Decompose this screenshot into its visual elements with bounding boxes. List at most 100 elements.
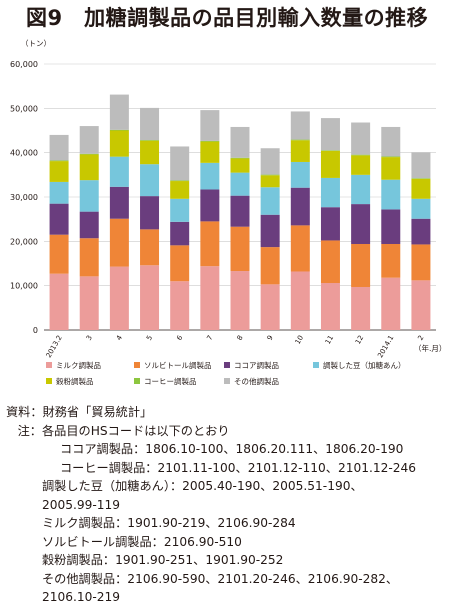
bar-segment (381, 277, 401, 330)
bar-segment (230, 126, 250, 158)
bar-segment (381, 126, 401, 157)
bar-segment (49, 181, 69, 204)
bar-segment (260, 284, 280, 330)
bar-segment (79, 153, 99, 155)
bar-segment (140, 164, 160, 197)
bar-segment (320, 150, 340, 178)
bar-segment (170, 198, 190, 222)
stacked-bar-chart: （トン） 0 10,000 20,000 30,000 40,000 50,000 60,00… (10, 39, 446, 386)
chart-title: 図9 加糖調製品の品目別輸入数量の推移 (26, 6, 429, 30)
x-tick-label: 2014.1 (376, 334, 395, 359)
source-row: 資料：財務省「貿易統計」 (6, 403, 446, 422)
bar-segment (49, 161, 69, 182)
note-line: その他調製品：2106.90-590、2101.20-246、2106.90-2… (42, 571, 399, 586)
bar-segment (351, 154, 371, 156)
bar-segment (170, 245, 190, 282)
bar-segment (381, 157, 401, 180)
legend-swatch (313, 362, 319, 368)
y-tick-label: 20,000 (10, 237, 38, 246)
bar-segment (351, 204, 371, 244)
x-tick-label: 7 (205, 334, 214, 342)
bar-segment (411, 198, 431, 219)
bar-segment (320, 240, 340, 284)
bar-segment (351, 122, 371, 155)
bar-segment (200, 221, 220, 267)
bar-segment (290, 140, 310, 162)
bar-segment (200, 189, 220, 222)
x-tick-label: 3 (85, 334, 94, 342)
bar-segment (140, 229, 160, 266)
x-tick-label: 4 (115, 334, 124, 342)
x-tick-label: 8 (236, 334, 245, 342)
bar-segment (200, 141, 220, 163)
legend-swatch (134, 362, 140, 368)
bar-segment (260, 214, 280, 248)
source-text: 財務省「貿易統計」 (42, 405, 153, 419)
bar-segment (49, 134, 69, 161)
bar-segment (351, 174, 371, 205)
y-tick-label: 40,000 (10, 149, 38, 158)
bar-segment (260, 175, 280, 188)
note-line: ソルビトール調製品：2106.90-510 (42, 534, 242, 549)
bar-segment (79, 238, 99, 277)
bar-segment (411, 178, 431, 199)
bar-segment (79, 154, 99, 181)
bar-segment (230, 158, 250, 173)
legend-label: 調製した豆（加糖あん） (323, 360, 406, 370)
bar-segment (109, 266, 129, 330)
y-tick-label: 10,000 (10, 282, 38, 291)
bar-segment (260, 187, 280, 215)
bar-segment (170, 180, 190, 182)
bar-segment (140, 196, 160, 230)
bar-segment (230, 195, 250, 227)
bar-segment (411, 152, 431, 179)
bar-segment (260, 148, 280, 175)
bar-segment (411, 178, 431, 179)
bar-segment (290, 139, 310, 141)
bar-segment (351, 243, 371, 287)
bar-segment (230, 226, 250, 272)
bar-segment (320, 150, 340, 151)
x-tick-label: 2 (416, 334, 425, 342)
bar-segment (381, 179, 401, 210)
x-tick-label: 11 (324, 334, 335, 346)
note-label: 注： (17, 423, 42, 438)
bar-segment (170, 181, 190, 199)
x-tick-label: 6 (175, 334, 184, 342)
bar-segment (109, 129, 129, 131)
bar-segment (381, 243, 401, 278)
note-intro-row: 注：各品目のHSコードは以下のとおり (6, 422, 446, 441)
bar-segment (170, 221, 190, 246)
bar-segment (290, 161, 310, 188)
bar-segment (109, 130, 129, 157)
x-tick-label: 10 (294, 334, 305, 346)
bar-segment (411, 218, 431, 245)
bar-segment (290, 225, 310, 272)
note-line: 2005.99-119 (42, 497, 121, 512)
y-unit-label: （トン） (21, 39, 51, 48)
note-line: コーヒー調製品：2101.11-100、2101.12-110、2101.12-… (60, 460, 417, 475)
legend-swatch (46, 378, 52, 384)
bar-segment (200, 266, 220, 330)
legend-label: ミルク調製品 (56, 360, 101, 370)
y-tick-label: 60,000 (10, 60, 38, 69)
bar-segment (170, 146, 190, 181)
legend-swatch (224, 362, 230, 368)
bar-segment (320, 177, 340, 208)
bar-segment (79, 211, 99, 239)
bar-segment (351, 287, 371, 330)
bar-segment (79, 126, 99, 154)
note-line: 調製した豆（加糖あん）：2005.40-190、2005.51-190、 (42, 479, 363, 493)
notes-block: 資料：財務省「貿易統計」 注：各品目のHSコードは以下のとおり ココア調製品：1… (6, 403, 446, 607)
bar-segment (320, 283, 340, 330)
bar-segment (381, 209, 401, 244)
bar-segment (320, 207, 340, 241)
note-line: 穀粉調製品：1901.90-251、1901.90-252 (42, 553, 284, 567)
x-unit-label: （年.月） (414, 343, 446, 353)
y-tick-label: 30,000 (10, 193, 38, 202)
source-label: 資料： (6, 405, 43, 419)
bar-segment (230, 172, 250, 196)
x-tick-label: 9 (266, 334, 275, 342)
bar-segment (49, 203, 69, 235)
legend-label: 穀粉調製品 (56, 376, 94, 386)
